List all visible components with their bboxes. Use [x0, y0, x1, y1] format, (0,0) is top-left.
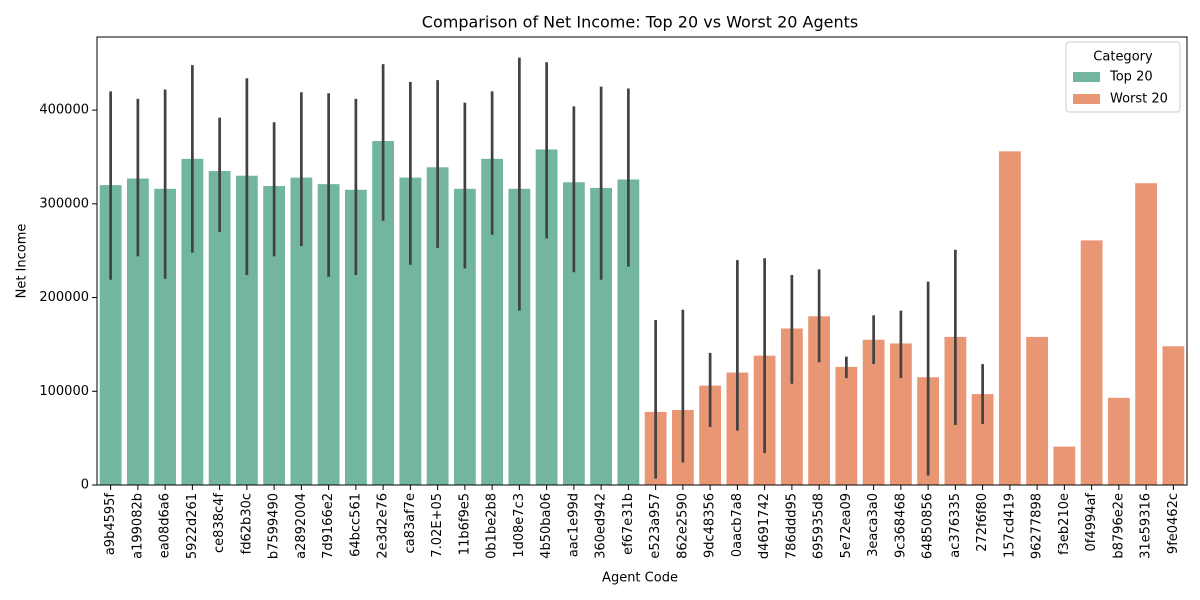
x-tick-label: 11b6f9e5: [457, 493, 472, 555]
x-tick-label: b7599490: [267, 493, 282, 559]
x-tick-label: fd62b30c: [239, 493, 254, 554]
x-tick-label: 64bcc561: [348, 493, 363, 557]
bar: [235, 175, 258, 485]
x-tick-label: 7.02E+05: [430, 493, 445, 558]
bar: [99, 185, 122, 485]
bar: [208, 171, 231, 486]
x-tick-label: f3eb210e: [1057, 493, 1072, 555]
bar: [453, 188, 476, 485]
legend-swatch: [1073, 72, 1100, 82]
legend-label: Top 20: [1109, 70, 1153, 85]
x-tick-label: ea08d6a6: [158, 493, 173, 558]
bar: [1026, 336, 1049, 485]
x-tick-label: 0b1be2b8: [485, 493, 500, 559]
x-tick-label: 360ed942: [594, 493, 609, 559]
x-tick-label: d4691742: [757, 493, 772, 559]
y-tick-label: 0: [81, 478, 89, 493]
x-tick-label: 3eaca3a0: [866, 493, 881, 557]
x-tick-label: 5922d261: [185, 493, 200, 559]
bar: [780, 328, 803, 485]
bar: [372, 141, 395, 485]
x-tick-label: 9fe0462c: [1166, 493, 1181, 554]
x-tick-label: 9c368468: [893, 493, 908, 558]
bar: [590, 187, 613, 486]
y-tick-label: 400000: [39, 103, 89, 118]
x-tick-label: 272f6f80: [975, 493, 990, 552]
bar: [535, 149, 558, 485]
x-tick-label: 5e72ea09: [839, 493, 854, 558]
x-tick-label: 786ddd95: [784, 493, 799, 559]
bar: [263, 186, 286, 485]
x-tick-label: 862e2590: [675, 493, 690, 559]
bar: [889, 343, 912, 485]
bar: [399, 177, 422, 486]
x-tick-label: aac1e99d: [566, 493, 581, 557]
x-tick-label: 7d9166e2: [321, 493, 336, 559]
y-axis-label: Net Income: [15, 224, 30, 299]
y-tick-label: 200000: [39, 290, 89, 305]
bar: [154, 188, 177, 485]
plot-frame: [96, 36, 1188, 486]
x-tick-label: 9dc48356: [703, 493, 718, 558]
bar: [181, 158, 204, 485]
bar: [426, 167, 449, 485]
bar: [1107, 397, 1130, 485]
legend-label: Worst 20: [1110, 92, 1168, 107]
bar: [1135, 183, 1158, 485]
x-tick-label: a2892004: [294, 493, 309, 559]
chart-title: Comparison of Net Income: Top 20 vs Wors…: [422, 13, 858, 32]
x-tick-label: ca83af7e: [403, 493, 418, 553]
x-tick-label: 0f4994af: [1084, 493, 1099, 552]
x-tick-label: a9b4595f: [103, 493, 118, 556]
x-tick-label: 96277898: [1030, 493, 1045, 559]
bar: [562, 182, 585, 485]
x-tick-label: 0aacb7a8: [730, 493, 745, 557]
bar: [1080, 240, 1103, 485]
y-tick-label: 300000: [39, 196, 89, 211]
bar: [862, 339, 885, 485]
x-tick-label: 1d08e7c3: [512, 493, 527, 558]
bar: [699, 385, 722, 485]
x-tick-label: ac376335: [948, 493, 963, 558]
bar: [290, 177, 313, 486]
x-axis-label: Agent Code: [602, 571, 678, 586]
bar: [835, 366, 858, 485]
x-tick-label: a199082b: [130, 493, 145, 559]
bar: [1053, 446, 1076, 485]
bar: [971, 394, 994, 485]
bar: [1162, 346, 1185, 485]
x-tick-label: ce838c4f: [212, 493, 227, 553]
bar: [617, 179, 640, 485]
x-tick-label: e523a957: [648, 493, 663, 559]
x-tick-label: 4b50ba06: [539, 493, 554, 559]
bar: [481, 158, 504, 485]
bar: [344, 189, 367, 485]
x-tick-label: 2e3d2e76: [376, 493, 391, 559]
x-tick-label: 31e59316: [1139, 493, 1154, 559]
x-tick-label: 157cd419: [1002, 493, 1017, 558]
bar: [317, 184, 340, 486]
bar: [998, 151, 1021, 486]
x-tick-label: 695935d8: [812, 493, 827, 559]
x-tick-label: 64850856: [921, 493, 936, 559]
x-tick-label: b8796e2e: [1111, 493, 1126, 559]
legend-swatch: [1073, 94, 1100, 104]
y-tick-label: 100000: [39, 384, 89, 399]
bar: [126, 178, 149, 485]
x-tick-label: ef67e31b: [621, 493, 636, 555]
bar: [808, 316, 831, 485]
legend-title: Category: [1093, 50, 1153, 65]
bar: [508, 188, 531, 485]
